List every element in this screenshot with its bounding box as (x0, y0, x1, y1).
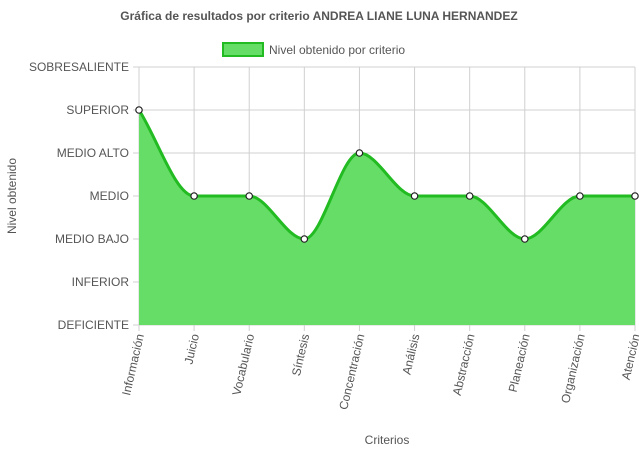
x-tick-label: Abstracción (450, 333, 478, 397)
plot-area (137, 109, 635, 325)
x-tick-label: Vocabulario (229, 332, 257, 397)
y-axis-title: Nivel obtenido (5, 158, 19, 234)
legend[interactable]: Nivel obtenido por criterio (222, 42, 405, 57)
data-point[interactable] (576, 192, 584, 200)
data-points (135, 106, 639, 243)
data-point[interactable] (135, 106, 143, 114)
data-point[interactable] (300, 235, 309, 243)
data-point[interactable] (410, 192, 419, 200)
x-tick-label: Organización (558, 333, 588, 405)
x-tick-label: Información (119, 333, 147, 397)
data-point[interactable] (245, 192, 254, 200)
data-point[interactable] (465, 192, 474, 200)
y-axis-ticks: DEFICIENTE INFERIOR MEDIO BAJO MEDIO MEDIO A… (29, 60, 129, 332)
data-point[interactable] (355, 149, 364, 157)
y-tick-label: DEFICIENTE (58, 318, 129, 332)
x-tick-label: Atención (619, 333, 639, 382)
x-tick-label: Análisis (400, 333, 423, 376)
data-point[interactable] (520, 235, 529, 243)
legend-label: Nivel obtenido por criterio (269, 43, 405, 57)
y-tick-label: MEDIO ALTO (57, 146, 129, 160)
y-tick-label: INFERIOR (72, 275, 130, 289)
x-axis-ticks: Información Juicio Vocabulario Síntesis Conc… (119, 332, 639, 411)
legend-swatch (222, 42, 264, 57)
y-tick-label: MEDIO (90, 189, 129, 203)
y-tick-label: SUPERIOR (66, 103, 129, 117)
x-tick-label: Juicio (181, 332, 202, 365)
chart-title: Gráfica de resultados por criterio ANDRE… (120, 9, 517, 23)
x-tick-label: Planeación (506, 333, 533, 394)
y-tick-label: MEDIO BAJO (55, 232, 129, 246)
data-point[interactable] (631, 192, 639, 200)
x-tick-label: Concentración (336, 333, 367, 412)
series-area (139, 110, 635, 325)
y-tick-label: SOBRESALIENTE (29, 60, 129, 74)
data-point[interactable] (190, 192, 198, 200)
x-axis-title: Criterios (365, 433, 410, 447)
x-tick-label: Síntesis (289, 333, 312, 378)
series-line (137, 109, 635, 241)
